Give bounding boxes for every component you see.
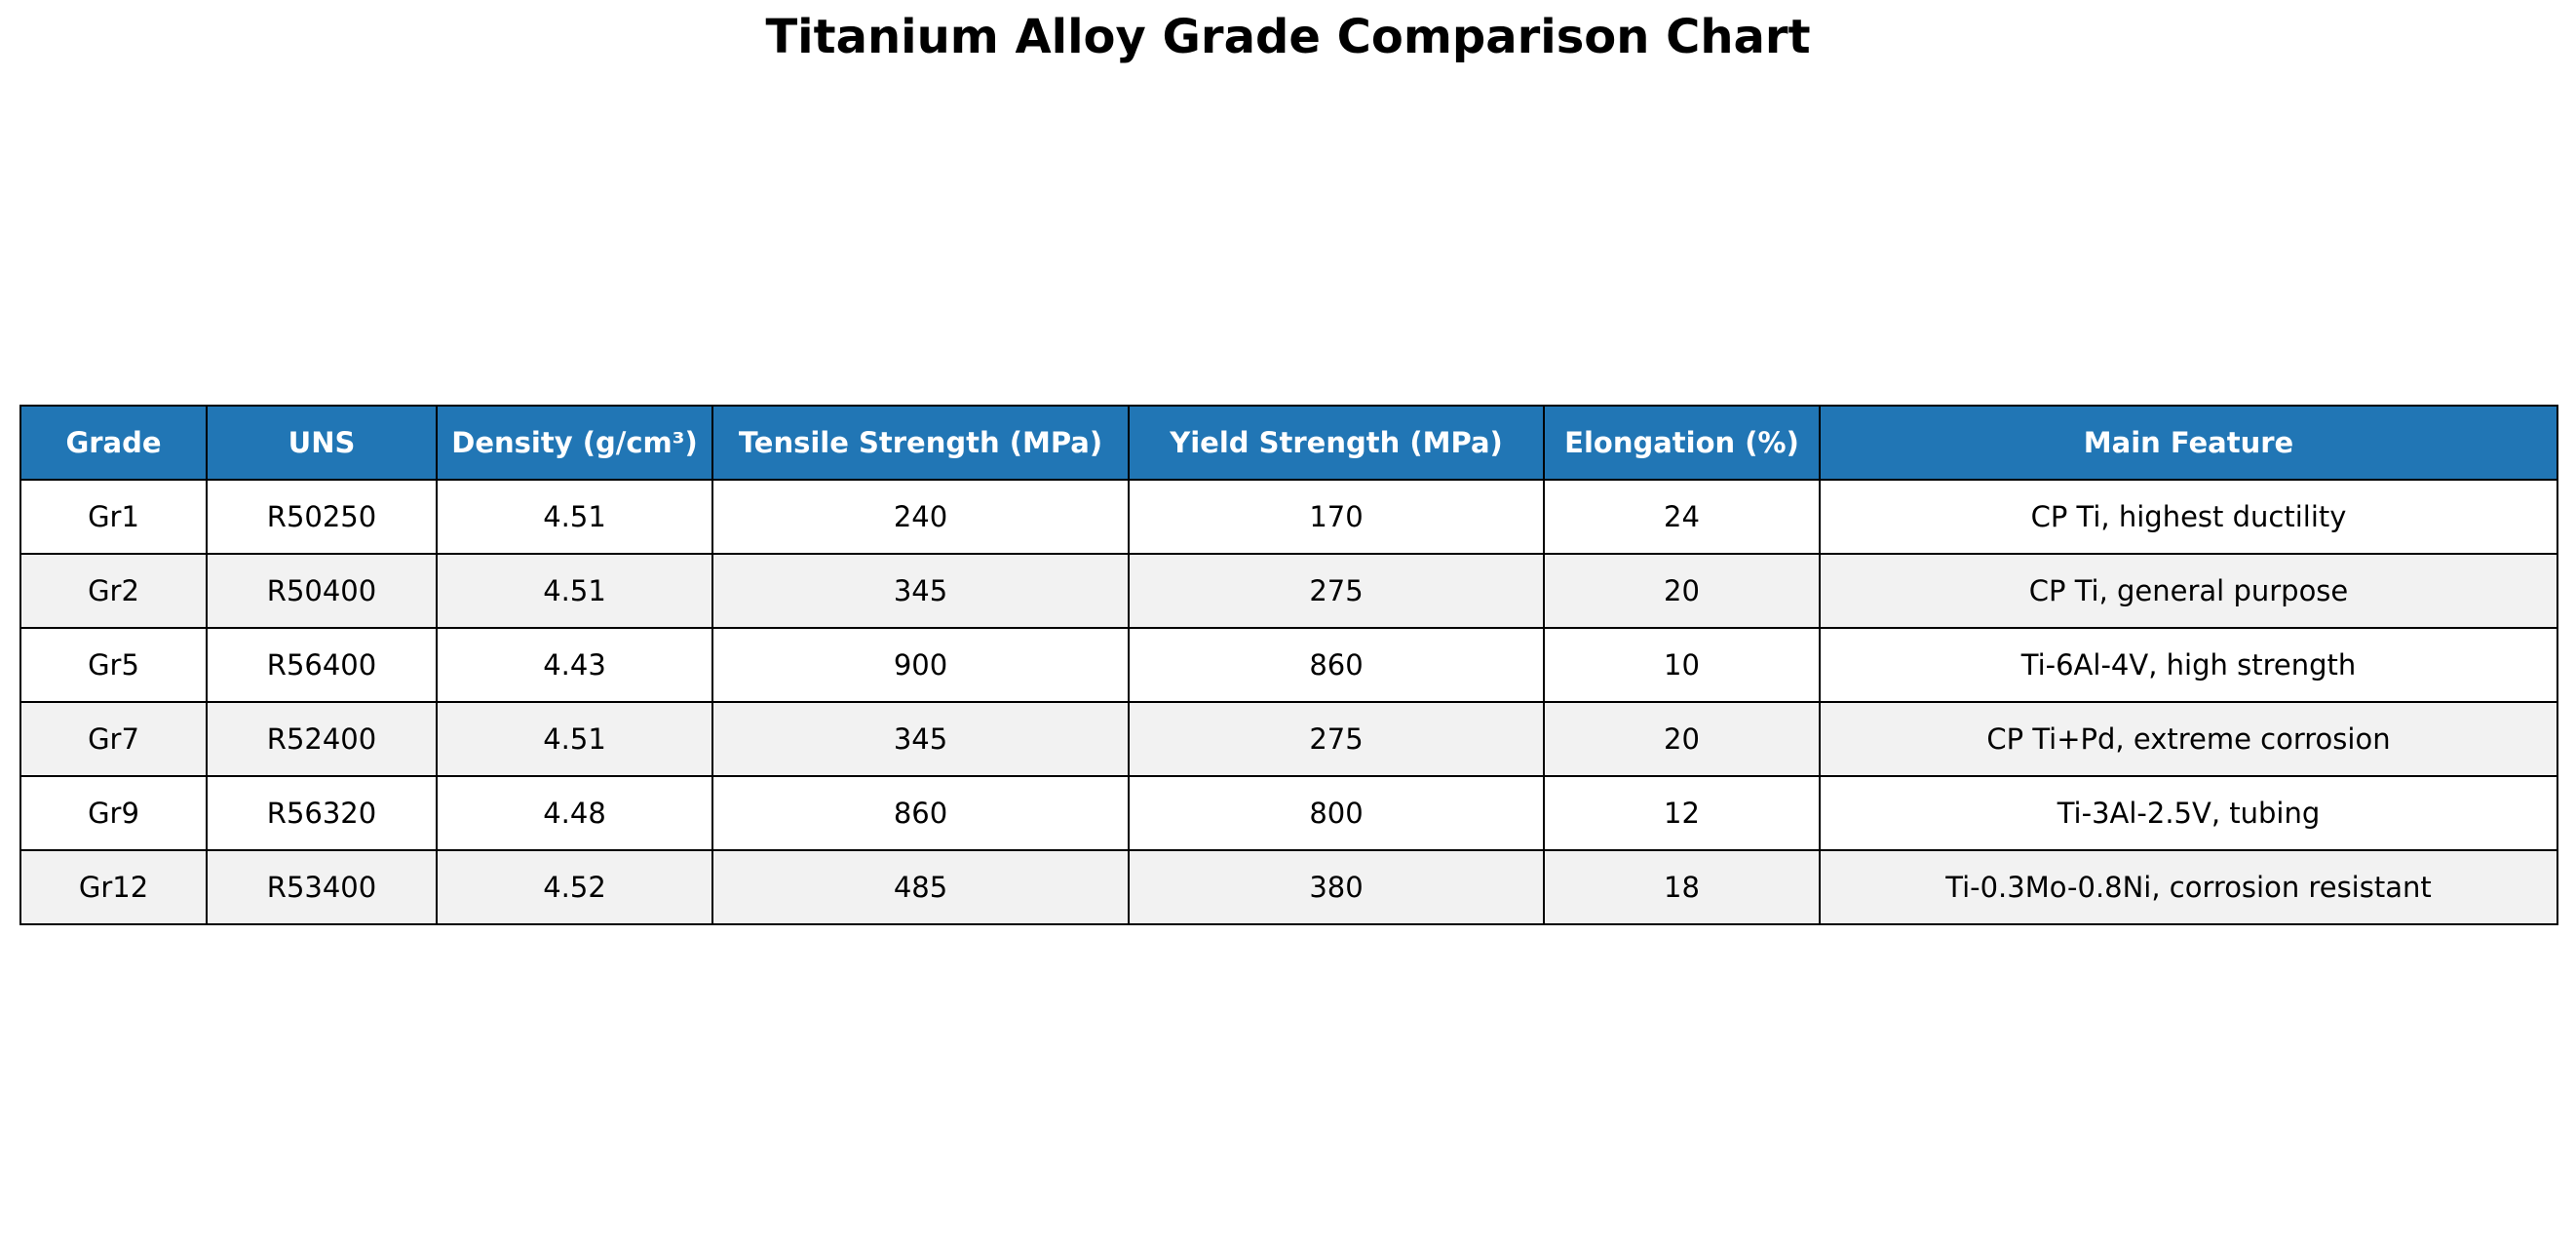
header-row: Grade UNS Density (g/cm³) Tensile Strength … [19,405,2558,481]
table-cell: Gr2 [19,553,208,629]
table-cell: 860 [711,775,1130,851]
table-row: Gr1 R50250 4.51 240 170 24 CP Ti, highest duct… [19,479,2558,555]
column-header: Density (g/cm³) [436,405,713,481]
table-row: Gr12 R53400 4.52 485 380 18 Ti-0.3Mo-0.8Ni, co… [19,849,2558,925]
table-cell: Gr7 [19,701,208,777]
table-cell: 4.51 [436,479,713,555]
table-cell: CP Ti, general purpose [1819,553,2558,629]
table-cell: 4.51 [436,701,713,777]
table-cell: R50250 [206,479,438,555]
table-cell: 4.51 [436,553,713,629]
table-cell: 380 [1128,849,1545,925]
table-cell: Gr5 [19,627,208,703]
table-cell: 240 [711,479,1130,555]
table-cell: R50400 [206,553,438,629]
table-row: Gr5 R56400 4.43 900 860 10 Ti-6Al-4V, high str… [19,627,2558,703]
table-cell: Ti-3Al-2.5V, tubing [1819,775,2558,851]
table-cell: CP Ti, highest ductility [1819,479,2558,555]
column-header: Main Feature [1819,405,2558,481]
table-cell: 4.48 [436,775,713,851]
table-cell: R52400 [206,701,438,777]
table-cell: Gr9 [19,775,208,851]
table-row: Gr9 R56320 4.48 860 800 12 Ti-3Al-2.5V, tubing [19,775,2558,851]
table-cell: R56320 [206,775,438,851]
column-header: UNS [206,405,438,481]
table-cell: R53400 [206,849,438,925]
table-cell: 4.43 [436,627,713,703]
table-cell: 12 [1543,775,1821,851]
table-cell: 345 [711,701,1130,777]
table-cell: 18 [1543,849,1821,925]
table-cell: 275 [1128,701,1545,777]
table-row: Gr2 R50400 4.51 345 275 20 CP Ti, general purp… [19,553,2558,629]
column-header: Elongation (%) [1543,405,1821,481]
table-cell: 860 [1128,627,1545,703]
table-cell: 485 [711,849,1130,925]
table-cell: 275 [1128,553,1545,629]
column-header: Grade [19,405,208,481]
data-table: Grade UNS Density (g/cm³) Tensile Strength … [19,405,2558,925]
column-header: Tensile Strength (MPa) [711,405,1130,481]
table-cell: 170 [1128,479,1545,555]
table-cell: 900 [711,627,1130,703]
table-cell: 24 [1543,479,1821,555]
table-cell: 10 [1543,627,1821,703]
table-cell: 20 [1543,701,1821,777]
title: Titanium Alloy Grade Comparison Chart [765,10,1811,64]
table-cell: R56400 [206,627,438,703]
table-cell: 345 [711,553,1130,629]
table-cell: Gr12 [19,849,208,925]
table-row: Gr7 R52400 4.51 345 275 20 CP Ti+Pd, extreme c… [19,701,2558,777]
table-cell: Ti-0.3Mo-0.8Ni, corrosion resistant [1819,849,2558,925]
table-cell: 20 [1543,553,1821,629]
table-cell: Ti-6Al-4V, high strength [1819,627,2558,703]
table-cell: CP Ti+Pd, extreme corrosion [1819,701,2558,777]
table-cell: Gr1 [19,479,208,555]
table-cell: 4.52 [436,849,713,925]
column-header: Yield Strength (MPa) [1128,405,1545,481]
table-cell: 800 [1128,775,1545,851]
